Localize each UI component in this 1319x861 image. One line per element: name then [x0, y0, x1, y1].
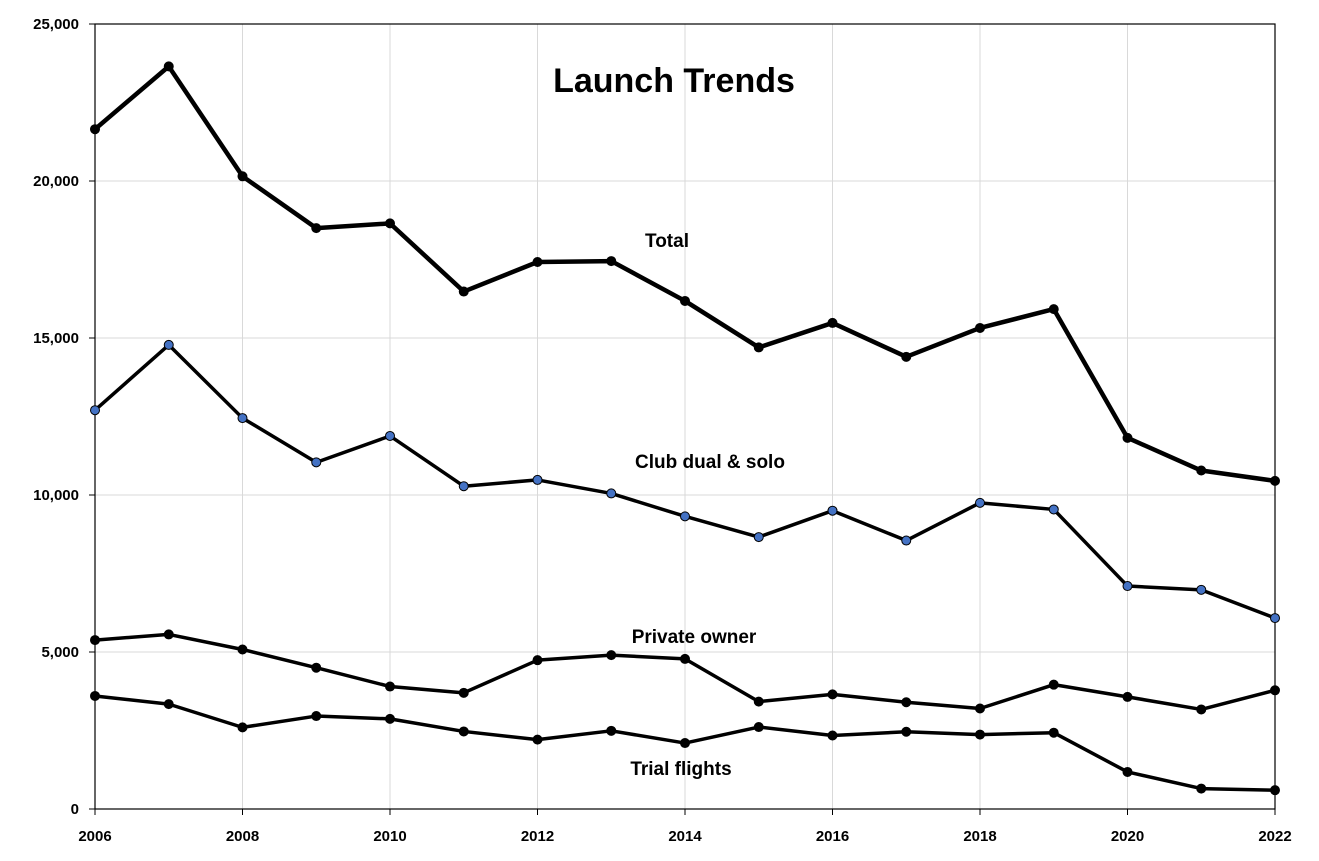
data-point-trial-flights [606, 725, 617, 736]
data-point-private-owner [163, 629, 174, 640]
data-point-trial-flights [680, 738, 690, 749]
data-point-total [90, 124, 100, 135]
data-point-club-dual-solo [532, 474, 543, 485]
data-point-private-owner [311, 662, 322, 673]
data-point-trial-flights [311, 711, 322, 722]
data-point-trial-flights [237, 722, 248, 733]
y-tick-label: 20,000 [33, 173, 79, 190]
series-club-dual-solo [90, 339, 1280, 624]
data-point-trial-flights [901, 726, 912, 737]
x-tick-label: 2016 [816, 828, 849, 845]
x-tick-label: 2014 [668, 828, 702, 845]
series-trial-flights [90, 690, 1280, 796]
series-total [90, 61, 1280, 486]
data-point-total [827, 317, 838, 328]
series-label-trial-flights: Trial flights [630, 759, 731, 780]
data-point-trial-flights [1048, 727, 1059, 738]
data-point-private-owner [90, 635, 100, 646]
y-tick-label: 0 [71, 801, 79, 818]
y-tick-label: 25,000 [33, 16, 79, 33]
data-point-total [458, 286, 469, 297]
series-label-total: Total [645, 231, 689, 252]
data-point-club-dual-solo [827, 505, 838, 516]
data-point-private-owner [606, 650, 617, 661]
data-point-total [901, 351, 912, 362]
data-point-trial-flights [458, 726, 469, 737]
y-tick-label: 5,000 [41, 644, 79, 661]
data-point-private-owner [901, 697, 912, 708]
data-point-club-dual-solo [606, 488, 617, 499]
data-point-club-dual-solo [237, 413, 248, 424]
data-point-total [311, 223, 322, 234]
data-point-total [1048, 304, 1059, 315]
data-point-private-owner [1122, 691, 1133, 702]
data-point-club-dual-solo [163, 339, 174, 350]
data-point-club-dual-solo [1122, 581, 1133, 592]
data-point-club-dual-solo [753, 532, 764, 543]
data-point-club-dual-solo [975, 497, 985, 508]
data-point-total [975, 322, 985, 333]
data-point-club-dual-solo [680, 511, 690, 522]
x-tick-label: 2010 [373, 828, 406, 845]
series-label-club-dual-solo: Club dual & solo [635, 452, 785, 473]
x-tick-label: 2018 [963, 828, 996, 845]
data-point-total [532, 257, 543, 268]
y-tick-label: 10,000 [33, 487, 79, 504]
data-point-trial-flights [385, 713, 395, 724]
data-point-private-owner [753, 696, 764, 707]
data-point-trial-flights [532, 734, 543, 745]
data-point-private-owner [385, 681, 395, 692]
data-point-trial-flights [753, 722, 764, 733]
x-tick-label: 2022 [1258, 828, 1291, 845]
chart-title: Launch Trends [553, 62, 795, 100]
data-point-private-owner [1196, 704, 1207, 715]
data-point-private-owner [1270, 685, 1280, 696]
data-point-private-owner [975, 703, 985, 714]
x-tick-label: 2012 [521, 828, 554, 845]
data-point-total [1196, 465, 1207, 476]
data-point-private-owner [237, 644, 248, 655]
data-point-total [753, 342, 764, 353]
data-point-total [237, 171, 248, 182]
data-point-private-owner [827, 689, 838, 700]
data-point-total [680, 295, 690, 306]
data-point-trial-flights [1270, 785, 1280, 796]
data-point-total [1270, 475, 1280, 486]
data-point-club-dual-solo [385, 430, 395, 441]
x-tick-label: 2008 [226, 828, 259, 845]
data-point-total [385, 218, 395, 229]
data-point-private-owner [532, 655, 543, 666]
data-point-trial-flights [163, 699, 174, 710]
x-tick-label: 2006 [78, 828, 111, 845]
data-point-total [606, 256, 617, 267]
data-point-club-dual-solo [311, 457, 322, 468]
data-point-club-dual-solo [90, 405, 100, 416]
data-point-trial-flights [975, 729, 985, 740]
data-point-club-dual-solo [1270, 613, 1280, 624]
data-point-total [163, 61, 174, 72]
data-point-private-owner [680, 653, 690, 664]
data-point-club-dual-solo [1196, 584, 1207, 595]
data-point-private-owner [458, 687, 469, 698]
data-point-club-dual-solo [1048, 504, 1059, 515]
data-point-trial-flights [827, 730, 838, 741]
axes: 0 5,000 10,000 15,000 20,000 25,000 2006 2008 20… [33, 16, 1292, 845]
series-label-private-owner: Private owner [632, 627, 757, 648]
data-point-trial-flights [1196, 783, 1207, 794]
series-private-owner [90, 629, 1280, 715]
data-point-club-dual-solo [901, 535, 912, 546]
data-point-trial-flights [90, 690, 100, 701]
series-lines [90, 61, 1280, 796]
data-point-total [1122, 432, 1133, 443]
data-point-private-owner [1048, 679, 1059, 690]
y-tick-label: 15,000 [33, 330, 79, 347]
x-tick-label: 2020 [1111, 828, 1144, 845]
data-point-club-dual-solo [458, 481, 469, 492]
data-point-trial-flights [1122, 766, 1133, 777]
